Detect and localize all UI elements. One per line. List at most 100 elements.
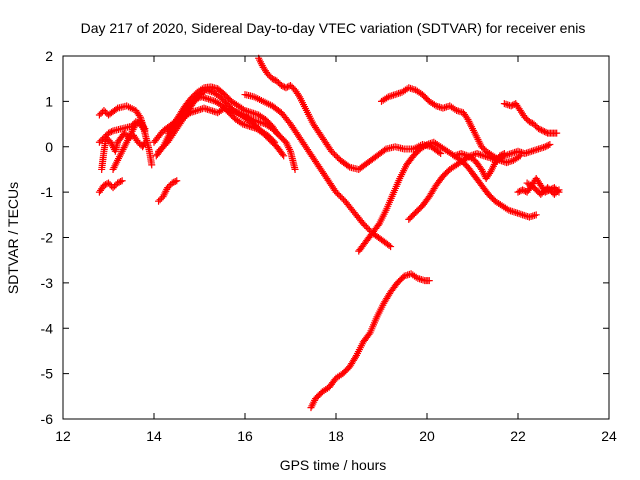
data-point-plus [97, 137, 105, 145]
data-point-plus [527, 119, 535, 127]
data-point-plus [117, 178, 125, 186]
y-tick-label: -4 [41, 320, 54, 336]
data-point-plus [332, 152, 340, 160]
data-point-plus [550, 190, 558, 198]
data-point-plus [550, 184, 558, 192]
data-point-plus [521, 113, 529, 121]
data-point-plus [112, 105, 120, 113]
data-point-plus [101, 108, 109, 116]
data-point-plus [542, 128, 550, 136]
data-point-plus [531, 122, 539, 130]
y-tick-label: -6 [41, 411, 54, 427]
series-arc-11 [241, 91, 395, 251]
data-point-plus [294, 91, 302, 99]
data-point-plus [264, 70, 272, 78]
data-point-plus [139, 143, 147, 151]
series-arc-14 [355, 138, 540, 255]
data-point-plus [463, 114, 471, 122]
data-point-plus [135, 112, 143, 120]
data-point-plus [155, 147, 163, 155]
data-point-plus [534, 125, 542, 133]
data-point-plus [497, 151, 505, 159]
series-arc-17 [450, 150, 508, 183]
data-point-plus [381, 146, 389, 154]
data-point-plus [421, 142, 429, 150]
y-axis-label: SDTVAR / TECUs [5, 182, 21, 294]
data-point-plus [291, 165, 299, 173]
data-point-plus [285, 82, 293, 90]
data-point-plus [383, 94, 391, 102]
data-point-plus [435, 148, 443, 156]
x-axis-label: GPS time / hours [280, 457, 387, 473]
data-point-plus [359, 220, 367, 228]
data-point-plus [164, 184, 172, 192]
data-point-plus [270, 75, 278, 83]
data-point-plus [500, 150, 508, 158]
x-tick-label: 20 [419, 428, 435, 444]
data-point-plus [334, 190, 342, 198]
y-tick-label: -2 [41, 230, 54, 246]
data-point-plus [337, 193, 345, 201]
data-point-plus [156, 146, 164, 154]
data-point-plus [114, 179, 122, 187]
data-point-plus [140, 123, 148, 131]
data-point-plus [280, 152, 288, 160]
data-point-plus [503, 205, 511, 213]
data-point-plus [553, 187, 561, 195]
data-point-plus [274, 78, 282, 86]
data-point-plus [552, 189, 560, 197]
series-arc-3 [98, 129, 149, 173]
data-point-plus [111, 182, 119, 190]
data-point-plus [269, 137, 277, 145]
data-point-plus [478, 143, 486, 151]
data-point-plus [168, 179, 176, 187]
data-point-plus [279, 150, 287, 158]
data-point-plus [115, 178, 123, 186]
series-arc-13 [307, 270, 433, 412]
data-point-plus [100, 106, 108, 114]
x-tick-label: 24 [601, 428, 617, 444]
x-tick-label: 12 [55, 428, 71, 444]
y-tick-label: -3 [41, 275, 54, 291]
data-point-plus [271, 138, 279, 146]
data-point-plus [544, 141, 552, 149]
data-point-plus [268, 75, 276, 83]
data-point-plus [364, 224, 372, 232]
data-point-plus [499, 150, 507, 158]
data-point-plus [538, 126, 546, 134]
series-arc-19 [514, 175, 563, 196]
y-tick-label: -5 [41, 366, 54, 382]
x-tick-label: 14 [146, 428, 162, 444]
data-point-plus [546, 140, 554, 148]
data-point-plus [95, 111, 103, 119]
data-point-plus [165, 182, 173, 190]
data-point-plus [288, 83, 296, 91]
data-point-plus [108, 128, 116, 136]
data-point-plus [496, 152, 504, 160]
x-tick-label: 22 [510, 428, 526, 444]
data-point-plus [106, 128, 114, 136]
data-point-plus [104, 135, 112, 143]
data-point-plus [536, 125, 544, 133]
data-point-plus [451, 105, 459, 113]
series-arc-10 [155, 86, 279, 155]
data-point-plus [437, 150, 445, 158]
series-arc-20 [523, 179, 563, 198]
data-point-plus [543, 142, 551, 150]
data-point-plus [155, 197, 163, 205]
data-point-plus [95, 138, 103, 146]
data-point-plus [327, 147, 335, 155]
data-point-plus [338, 194, 346, 202]
chart-title: Day 217 of 2020, Sidereal Day-to-day VTE… [81, 20, 586, 36]
data-point-plus [541, 128, 549, 136]
data-point-plus [140, 140, 148, 148]
series-arc-4 [109, 118, 149, 173]
series-arc-18 [500, 100, 561, 137]
data-point-plus [514, 188, 522, 196]
data-point-plus [530, 120, 538, 128]
data-point-plus [100, 181, 108, 189]
data-point-plus [105, 179, 112, 187]
data-point-plus [106, 181, 114, 189]
data-point-plus [173, 177, 181, 185]
